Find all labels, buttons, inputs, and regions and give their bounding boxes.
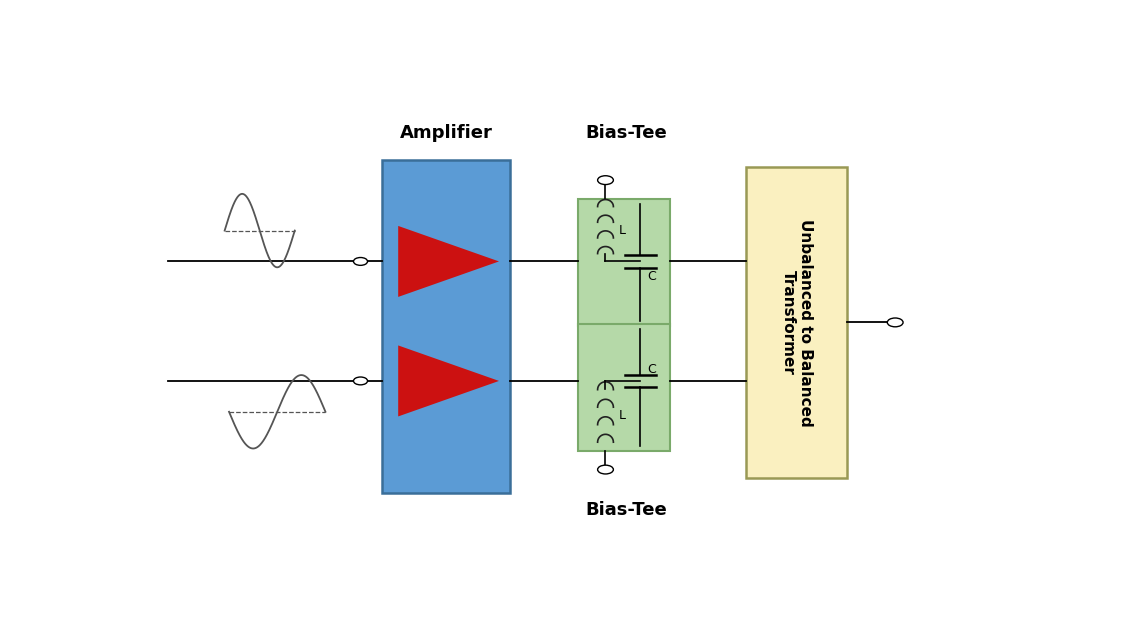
Bar — [578, 198, 670, 326]
Circle shape — [354, 377, 368, 385]
Text: Bias-Tee: Bias-Tee — [585, 501, 667, 519]
Polygon shape — [398, 345, 499, 417]
Bar — [382, 160, 509, 492]
Text: Unbalanced to Balanced
Transformer: Unbalanced to Balanced Transformer — [780, 219, 813, 426]
Text: C: C — [647, 363, 656, 376]
Circle shape — [597, 176, 613, 184]
Bar — [578, 324, 670, 451]
Circle shape — [354, 258, 368, 265]
Circle shape — [888, 318, 903, 327]
Text: Bias-Tee: Bias-Tee — [585, 123, 667, 142]
Text: L: L — [619, 224, 625, 237]
Text: L: L — [619, 410, 625, 422]
Text: Amplifier: Amplifier — [400, 123, 493, 142]
Polygon shape — [398, 226, 499, 297]
Bar — [746, 167, 847, 478]
Circle shape — [597, 465, 613, 474]
Text: C: C — [647, 270, 656, 283]
